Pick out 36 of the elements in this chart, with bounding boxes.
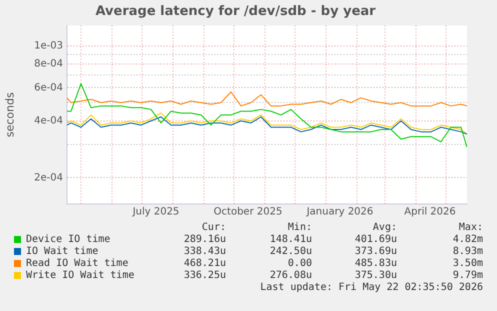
text: 375.30u	[354, 270, 397, 282]
text: 0.00	[288, 258, 312, 270]
text: 9.79m	[452, 270, 483, 282]
x-tick-label: July 2025	[132, 206, 180, 218]
text: 242.50u	[270, 246, 312, 258]
text: 148.41u	[270, 234, 312, 246]
text: Cur:	[202, 222, 226, 234]
y-tick-label: 8e-04	[34, 58, 63, 70]
text: Min:	[288, 222, 312, 234]
text: 485.83u	[354, 258, 397, 270]
legend-label: Write IO Wait time	[26, 270, 134, 282]
legend-label: IO Wait time	[26, 246, 98, 258]
text: 289.16u	[184, 234, 226, 246]
y-tick-label: 6e-04	[34, 82, 63, 94]
chart-title: Average latency for /dev/sdb - by year	[95, 4, 376, 20]
text: Last update: Fri May 22 02:35:50 2026	[260, 282, 483, 294]
text: 3.50m	[452, 258, 483, 270]
y-tick-label: 4e-04	[34, 115, 63, 126]
text: 373.69u	[354, 246, 397, 258]
text: 8.93m	[452, 246, 483, 258]
x-tick-label: January 2026	[306, 206, 374, 218]
x-tick-label: April 2026	[404, 206, 456, 218]
y-tick-label: 1e-03	[34, 40, 63, 52]
y-axis-title: seconds	[3, 92, 16, 138]
legend-label: Read IO Wait time	[26, 258, 128, 270]
x-tick-label: October 2025	[214, 206, 282, 218]
text: 401.69u	[354, 234, 397, 246]
text: 4.82m	[452, 234, 483, 246]
text: Max:	[458, 222, 483, 234]
text: 468.21u	[184, 258, 226, 270]
legend-label: Device IO time	[26, 234, 110, 246]
text: Avg:	[372, 222, 397, 234]
text: 336.25u	[184, 270, 226, 282]
text: 276.08u	[270, 270, 312, 282]
text: 338.43u	[184, 246, 226, 258]
y-tick-label: 2e-04	[34, 172, 63, 184]
